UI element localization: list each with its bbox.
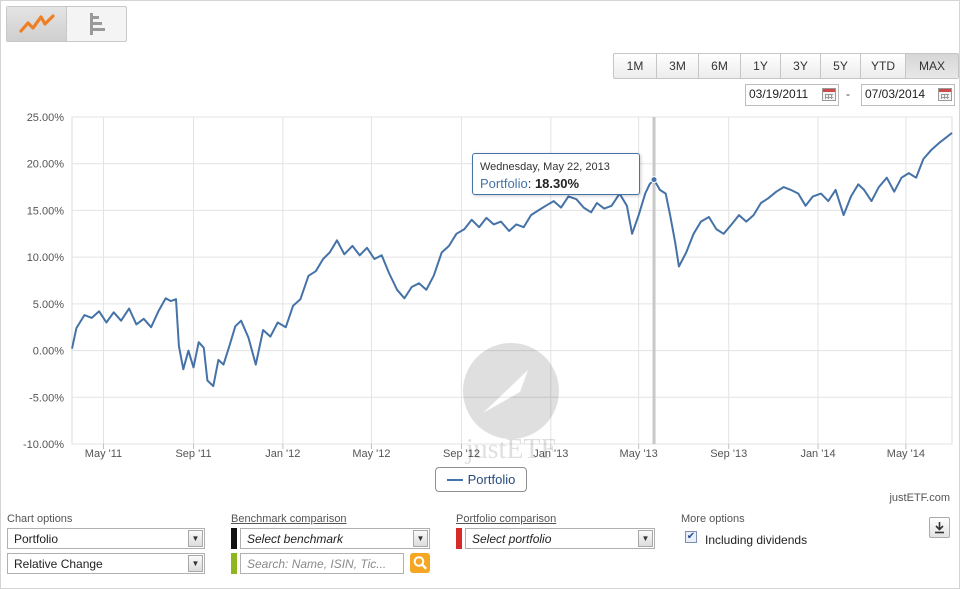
date-to-box xyxy=(861,84,955,106)
x-tick-label: Sep '13 xyxy=(710,448,747,460)
date-from-box xyxy=(745,84,839,106)
y-tick-label: 20.00% xyxy=(27,159,65,171)
range-button-3m[interactable]: 3M xyxy=(657,54,699,78)
legend-line-swatch xyxy=(446,478,463,481)
y-tick-label: 5.00% xyxy=(33,299,64,311)
chevron-down-icon: ▼ xyxy=(188,530,203,547)
chart-tooltip: Wednesday, May 22, 2013 Portfolio: 18.30… xyxy=(472,153,640,195)
y-tick-label: 10.00% xyxy=(27,252,65,264)
portfolio-comparison-select[interactable]: Select portfolio ▼ xyxy=(465,528,655,549)
range-button-6m[interactable]: 6M xyxy=(699,54,741,78)
range-button-1m[interactable]: 1M xyxy=(614,54,657,78)
y-tick-label: 25.00% xyxy=(27,112,65,124)
x-tick-label: Jan '14 xyxy=(800,448,835,460)
benchmark-search-input[interactable] xyxy=(241,554,401,573)
range-button-max[interactable]: MAX xyxy=(906,54,958,78)
portfolio-comparison-title: Portfolio comparison xyxy=(456,513,557,525)
y-tick-label: -5.00% xyxy=(29,392,64,404)
dividends-label: Including dividends xyxy=(705,533,808,547)
chevron-down-icon: ▼ xyxy=(413,530,428,547)
tooltip-row: Portfolio: 18.30% xyxy=(480,176,579,191)
bar-list-icon xyxy=(89,13,105,35)
tooltip-series: Portfolio xyxy=(480,176,528,191)
x-tick-label: May '11 xyxy=(85,448,122,460)
svg-text:justETF: justETF xyxy=(465,434,556,465)
y-tick-label: -10.00% xyxy=(23,439,64,451)
benchmark-color-2 xyxy=(231,553,237,574)
line-chart-icon xyxy=(18,14,55,33)
calendar-icon[interactable] xyxy=(938,88,952,101)
tooltip-separator: : xyxy=(527,176,532,191)
x-tick-label: May '12 xyxy=(352,448,390,460)
more-options-title: More options xyxy=(681,513,745,525)
date-separator: - xyxy=(846,87,850,101)
search-button[interactable] xyxy=(410,553,430,573)
x-tick-label: Sep '11 xyxy=(175,448,211,460)
range-button-ytd[interactable]: YTD xyxy=(861,54,906,78)
benchmark-color-1 xyxy=(231,528,237,549)
portfolio-comparison-color xyxy=(456,528,462,549)
benchmark-title: Benchmark comparison xyxy=(231,513,347,525)
benchmark-select[interactable]: Select benchmark ▼ xyxy=(240,528,430,549)
y-tick-label: 15.00% xyxy=(27,205,65,217)
display-mode-select-value: Relative Change xyxy=(14,557,103,571)
range-selector: 1M 3M 6M 1Y 3Y 5Y YTD MAX xyxy=(613,53,959,79)
highlight-marker xyxy=(650,176,658,184)
legend-label: Portfolio xyxy=(467,472,516,487)
date-to-input[interactable] xyxy=(862,85,935,103)
bar-list-view-button[interactable] xyxy=(67,7,126,41)
benchmark-select-value: Select benchmark xyxy=(247,532,344,546)
view-switcher xyxy=(6,6,127,42)
chart-options-select[interactable]: Portfolio ▼ xyxy=(7,528,205,549)
display-mode-select[interactable]: Relative Change ▼ xyxy=(7,553,205,574)
y-tick-label: 0.00% xyxy=(33,346,64,358)
range-button-5y[interactable]: 5Y xyxy=(821,54,861,78)
range-button-3y[interactable]: 3Y xyxy=(781,54,821,78)
x-tick-label: May '14 xyxy=(887,448,925,460)
watermark-logo: justETF xyxy=(463,343,559,465)
download-icon xyxy=(935,522,944,534)
tooltip-date: Wednesday, May 22, 2013 xyxy=(480,161,610,173)
chart-options-title: Chart options xyxy=(7,513,73,525)
search-icon xyxy=(413,556,427,570)
x-tick-label: Jan '13 xyxy=(533,448,568,460)
tooltip-value: 18.30% xyxy=(534,176,580,191)
series-line-portfolio xyxy=(71,132,953,388)
chart-options-select-value: Portfolio xyxy=(14,532,59,546)
date-from-input[interactable] xyxy=(746,85,819,103)
performance-chart[interactable]: 25.00% 20.00% 15.00% 10.00% 5.00% 0.00% -5.00%… xyxy=(0,110,960,470)
dividends-checkbox[interactable]: ✔ xyxy=(685,531,697,543)
x-tick-label: Sep '12 xyxy=(443,448,480,460)
range-button-1y[interactable]: 1Y xyxy=(741,54,781,78)
credit-link[interactable]: justETF.com xyxy=(889,492,950,504)
calendar-icon[interactable] xyxy=(822,88,836,101)
benchmark-search-box xyxy=(240,553,404,574)
portfolio-comparison-select-value: Select portfolio xyxy=(472,532,552,546)
chevron-down-icon: ▼ xyxy=(188,555,203,572)
chevron-down-icon: ▼ xyxy=(638,530,653,547)
x-tick-label: Jan '12 xyxy=(265,448,300,460)
x-tick-label: May '13 xyxy=(620,448,658,460)
line-chart-view-button[interactable] xyxy=(7,7,67,41)
download-button[interactable] xyxy=(929,517,950,538)
legend-item-portfolio[interactable]: Portfolio xyxy=(435,467,527,492)
